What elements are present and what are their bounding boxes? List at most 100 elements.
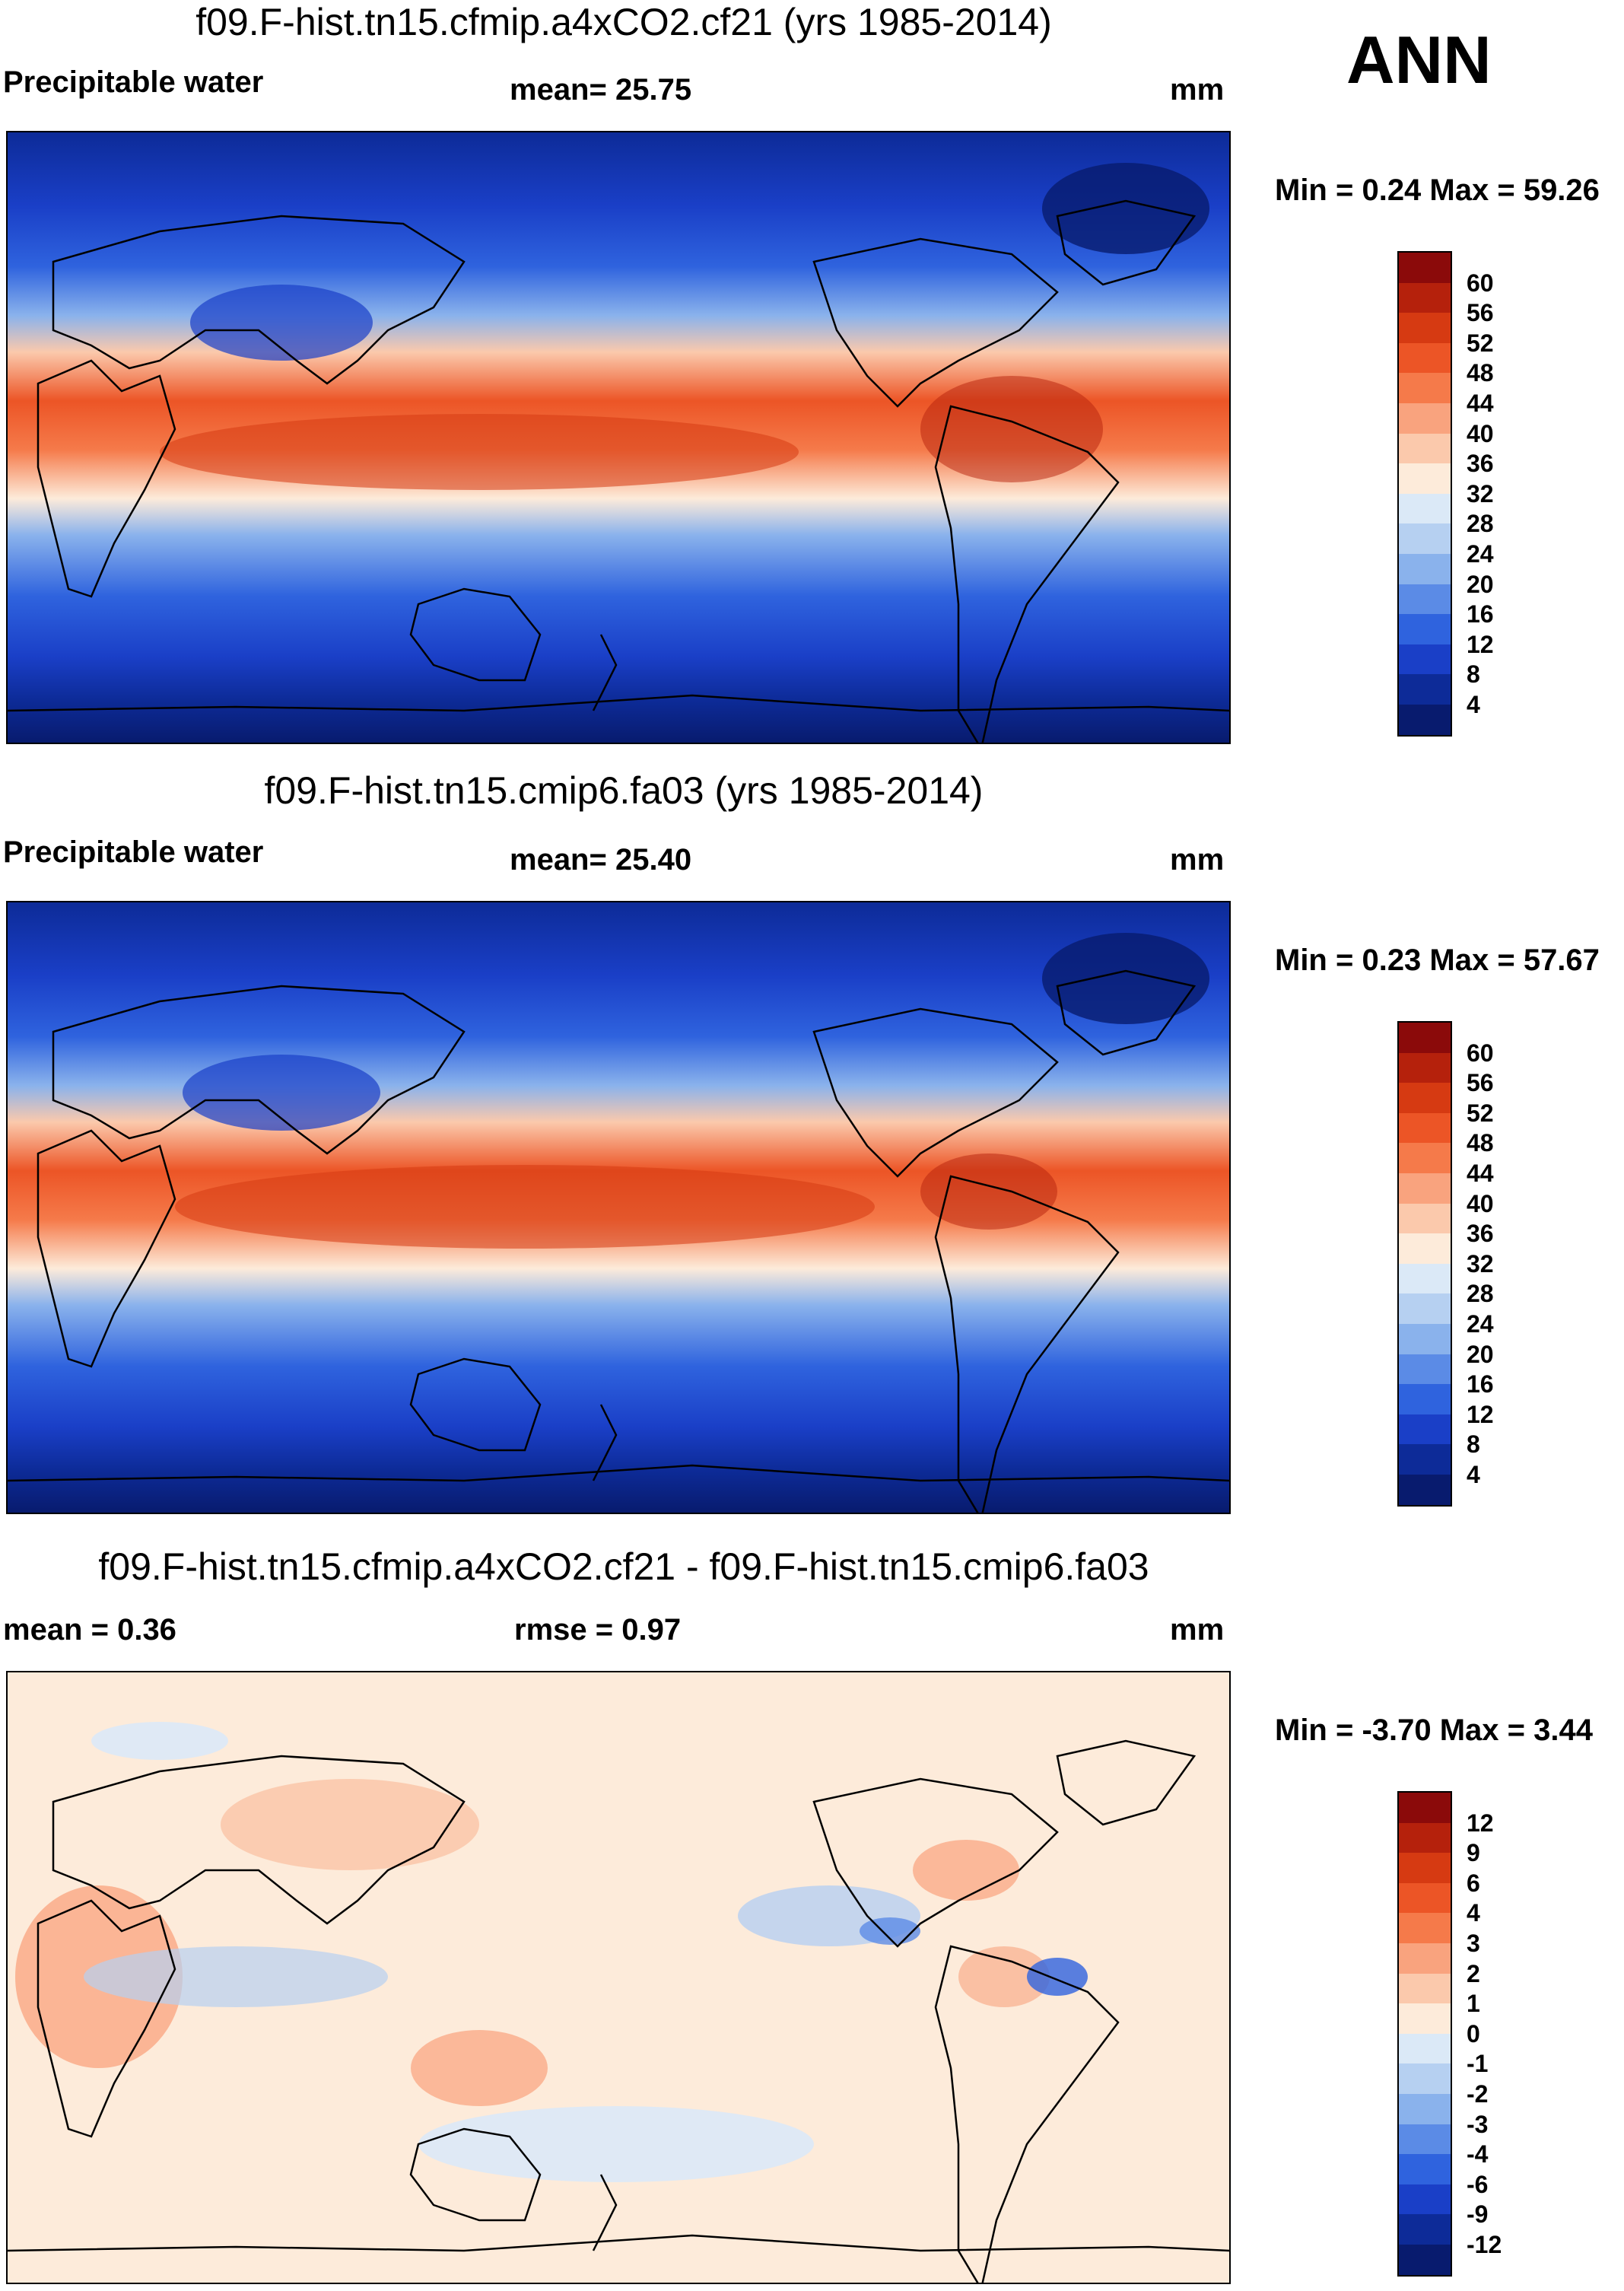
colorbar-tick-label: 48: [1467, 1129, 1494, 1157]
colorbar-tick-label: 24: [1467, 540, 1494, 568]
panel-3-rmse-label: rmse = 0.97: [514, 1613, 682, 1647]
colorbar-cell: [1399, 1853, 1451, 1883]
colorbar-cell: [1399, 1882, 1451, 1914]
panel-1-colorbar-cells: [1399, 253, 1451, 735]
colorbar-tick-label: 40: [1467, 419, 1494, 447]
colorbar-cell: [1399, 2033, 1451, 2064]
colorbar-cell: [1399, 2184, 1451, 2215]
colorbar-tick-label: 36: [1467, 1220, 1494, 1248]
colorbar-tick-label: 4: [1467, 1461, 1480, 1488]
panel-1-map: [6, 131, 1231, 744]
colorbar-tick-label: 4: [1467, 1899, 1480, 1927]
colorbar-tick-label: 12: [1467, 630, 1494, 658]
panel-2-left-label: Precipitable water: [3, 835, 264, 869]
colorbar-tick-label: 9: [1467, 1839, 1480, 1867]
colorbar-tick-label: 52: [1467, 329, 1494, 357]
colorbar-cell: [1399, 282, 1451, 313]
colorbar-tick-label: 48: [1467, 359, 1494, 387]
colorbar-cell: [1399, 2244, 1451, 2275]
panel-1-units: mm: [1170, 73, 1225, 107]
colorbar-cell: [1399, 1793, 1451, 1823]
colorbar-tick-label: 52: [1467, 1099, 1494, 1127]
colorbar-cell: [1399, 584, 1451, 615]
colorbar-tick-label: 20: [1467, 1340, 1494, 1368]
colorbar-cell: [1399, 2093, 1451, 2124]
colorbar-cell: [1399, 1173, 1451, 1204]
panel-2-minmax: Min = 0.23 Max = 57.67: [1275, 943, 1600, 977]
colorbar-tick-label: 60: [1467, 1039, 1494, 1067]
colorbar-tick-label: 20: [1467, 570, 1494, 598]
panel-3-colorbar-cells: [1399, 1793, 1451, 2275]
colorbar-cell: [1399, 523, 1451, 554]
colorbar-cell: [1399, 553, 1451, 584]
panel-1-left-label: Precipitable water: [3, 65, 264, 99]
panel-2-map: [6, 901, 1231, 1514]
colorbar-tick-label: 56: [1467, 299, 1494, 327]
colorbar-cell: [1399, 1323, 1451, 1354]
colorbar-cell: [1399, 2003, 1451, 2034]
colorbar-cell: [1399, 1112, 1451, 1144]
colorbar-cell: [1399, 433, 1451, 464]
panel-1-title: f09.F-hist.tn15.cfmip.a4xCO2.cf21 (yrs 1…: [195, 1, 1052, 43]
colorbar-tick-label: 32: [1467, 1249, 1494, 1278]
colorbar-cell: [1399, 644, 1451, 675]
panel-2-units: mm: [1170, 843, 1225, 877]
colorbar-cell: [1399, 463, 1451, 494]
colorbar-tick-label: 16: [1467, 1370, 1494, 1398]
colorbar-cell: [1399, 1943, 1451, 1974]
colorbar-cell: [1399, 704, 1451, 735]
colorbar-cell: [1399, 373, 1451, 403]
panel-3-minmax: Min = -3.70 Max = 3.44: [1275, 1713, 1593, 1747]
panel-3-map: [6, 1671, 1231, 2284]
colorbar-cell: [1399, 674, 1451, 705]
colorbar-cell: [1399, 2214, 1451, 2245]
colorbar-cell: [1399, 2154, 1451, 2184]
panel-1-colorbar: [1397, 251, 1452, 737]
colorbar-tick-label: -4: [1467, 2140, 1489, 2168]
colorbar-tick-label: -3: [1467, 2110, 1489, 2138]
colorbar-tick-label: 56: [1467, 1069, 1494, 1097]
colorbar-tick-label: 28: [1467, 1280, 1494, 1308]
panel-1-mean-label: mean= 25.75: [510, 73, 692, 107]
colorbar-tick-label: -1: [1467, 2050, 1489, 2078]
colorbar-tick-label: -12: [1467, 2231, 1502, 2258]
colorbar-tick-label: 6: [1467, 1869, 1480, 1897]
colorbar-cell: [1399, 1822, 1451, 1853]
colorbar-cell: [1399, 1973, 1451, 2004]
colorbar-cell: [1399, 313, 1451, 343]
colorbar-cell: [1399, 1023, 1451, 1053]
panel-2-mean-label: mean= 25.40: [510, 843, 692, 877]
colorbar-cell: [1399, 342, 1451, 374]
colorbar-tick-label: 2: [1467, 1959, 1480, 1987]
colorbar-cell: [1399, 1083, 1451, 1113]
panel-2-colorbar: [1397, 1021, 1452, 1507]
season-label: ANN: [1346, 22, 1492, 97]
panel-3-units: mm: [1170, 1613, 1225, 1647]
colorbar-tick-label: -6: [1467, 2170, 1489, 2198]
colorbar-tick-label: 8: [1467, 660, 1480, 689]
colorbar-tick-label: 1: [1467, 1990, 1480, 2018]
colorbar-tick-label: 4: [1467, 691, 1480, 718]
colorbar-cell: [1399, 1384, 1451, 1414]
colorbar-cell: [1399, 403, 1451, 434]
colorbar-cell: [1399, 1354, 1451, 1385]
colorbar-tick-label: 12: [1467, 1400, 1494, 1428]
colorbar-cell: [1399, 1474, 1451, 1505]
panel-1-map-svg: [8, 132, 1229, 743]
colorbar-tick-label: 12: [1467, 1809, 1494, 1837]
colorbar-tick-label: 60: [1467, 269, 1494, 297]
colorbar-cell: [1399, 1233, 1451, 1264]
colorbar-cell: [1399, 493, 1451, 524]
colorbar-tick-label: 36: [1467, 450, 1494, 478]
panel-3-mean-label: mean = 0.36: [3, 1613, 176, 1647]
colorbar-tick-label: 16: [1467, 600, 1494, 628]
colorbar-cell: [1399, 2063, 1451, 2094]
colorbar-cell: [1399, 1143, 1451, 1173]
panel-2-colorbar-cells: [1399, 1023, 1451, 1505]
panel-2-map-svg: [8, 902, 1229, 1513]
colorbar-cell: [1399, 1444, 1451, 1475]
colorbar-cell: [1399, 1263, 1451, 1294]
colorbar-tick-label: -2: [1467, 2080, 1489, 2108]
colorbar-tick-label: 24: [1467, 1310, 1494, 1338]
colorbar-tick-label: 0: [1467, 2019, 1480, 2048]
